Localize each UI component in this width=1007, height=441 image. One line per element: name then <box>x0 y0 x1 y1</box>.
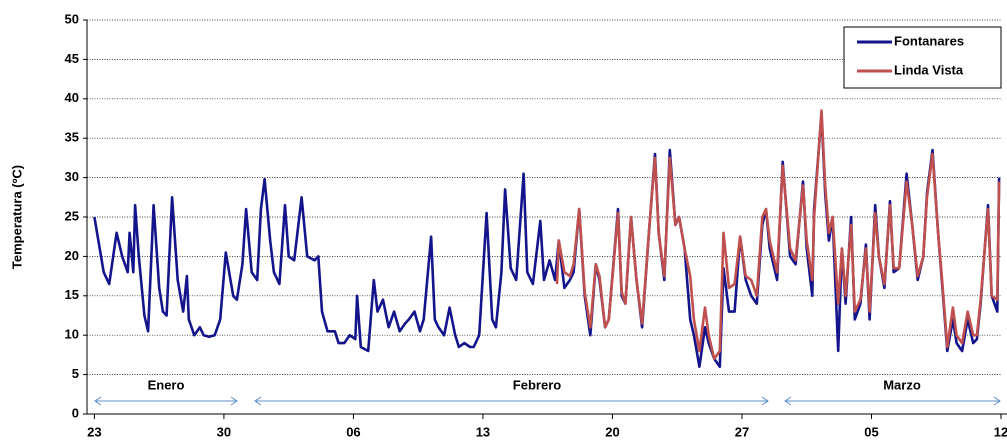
legend-box <box>843 26 1002 89</box>
marzo-arrow <box>784 396 1001 406</box>
y-tick-label: 0 <box>72 405 79 420</box>
x-tick-label: 12 <box>994 424 1007 439</box>
x-tick-label: 27 <box>735 424 749 439</box>
y-tick-label: 10 <box>65 327 79 342</box>
enero-arrow <box>94 396 238 406</box>
x-tick-label: 06 <box>346 424 360 439</box>
x-tick-label: 23 <box>87 424 101 439</box>
y-tick-label: 40 <box>65 90 79 105</box>
series-line <box>555 109 1001 361</box>
febrero-arrow <box>254 396 769 406</box>
x-tick-label: 30 <box>217 424 231 439</box>
y-tick-label: 20 <box>65 248 79 263</box>
y-tick-label: 50 <box>65 11 79 26</box>
y-tick-label: 30 <box>65 169 79 184</box>
legend-label: Linda Vista <box>894 62 964 77</box>
month-arrows <box>94 396 1001 406</box>
y-axis-title: Temperatura (ºC) <box>9 165 24 269</box>
y-tick-label: 45 <box>65 51 79 66</box>
x-tick-label: 20 <box>605 424 619 439</box>
y-tick-label: 5 <box>72 366 79 381</box>
month-label: Marzo <box>883 377 921 392</box>
y-tick-label: 15 <box>65 287 79 302</box>
series-line <box>93 113 1001 368</box>
y-tick-label: 35 <box>65 130 79 145</box>
month-label: Enero <box>148 377 185 392</box>
legend-label: Fontanares <box>894 33 964 48</box>
x-tick-label: 13 <box>476 424 490 439</box>
plot-lines <box>93 109 1001 368</box>
x-tick-label: 05 <box>864 424 878 439</box>
y-tick-label: 25 <box>65 208 79 223</box>
month-label: Febrero <box>513 377 561 392</box>
